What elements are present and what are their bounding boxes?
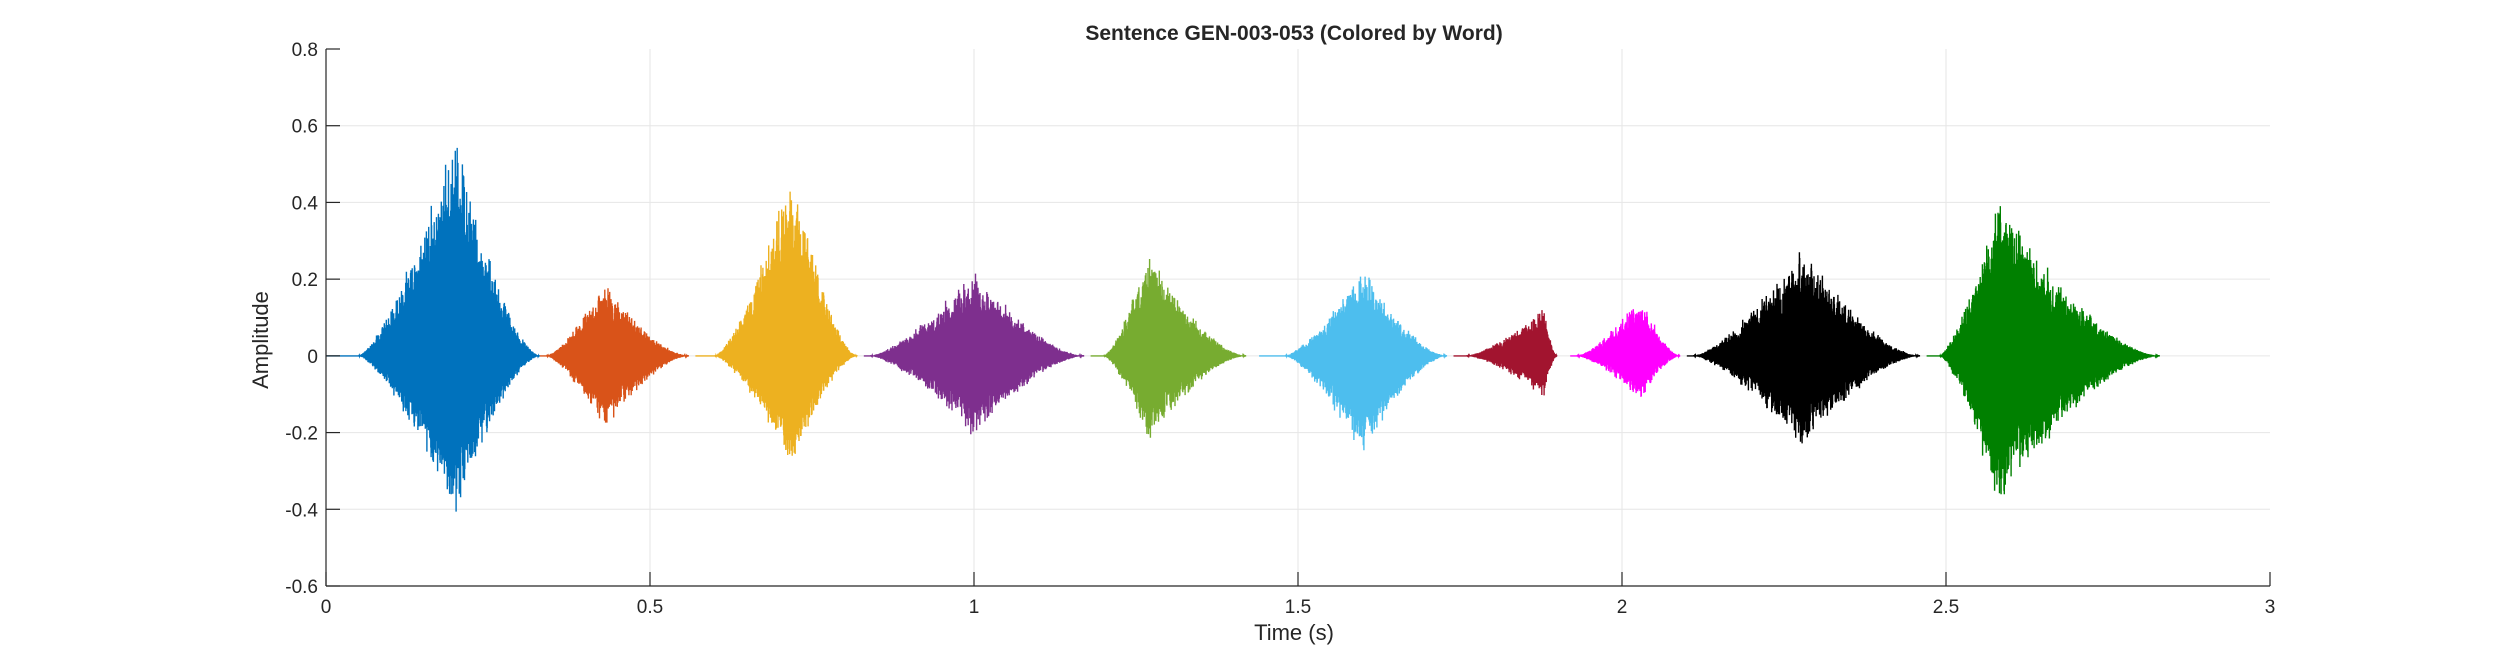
y-axis-label: Amplitude: [248, 291, 273, 389]
word-waveform-6: [1259, 276, 1448, 451]
y-tick-label: 0.2: [292, 270, 318, 291]
x-tick-label: 1: [969, 597, 980, 618]
word-waveform-1: [326, 147, 540, 512]
y-tick-label: -0.2: [285, 424, 318, 445]
y-tick-label: 0.4: [292, 193, 319, 214]
word-waveform-9: [1686, 252, 1921, 444]
x-tick-label: 0.5: [637, 597, 663, 618]
y-tick-label: -0.6: [285, 577, 318, 598]
x-tick-label: 3: [2265, 597, 2276, 618]
word-waveform-4: [863, 273, 1085, 435]
x-tick-label: 2: [1617, 597, 1628, 618]
word-waveform-5: [1090, 258, 1247, 438]
x-axis-label: Time (s): [1254, 620, 1334, 645]
word-waveform-7: [1453, 310, 1558, 396]
plot-area: [326, 147, 2160, 512]
grid: [326, 49, 2270, 586]
axes: [325, 48, 2271, 587]
chart-title: Sentence GEN-003-053 (Colored by Word): [1085, 22, 1502, 45]
word-waveform-10: [1926, 206, 2160, 495]
word-waveform-2: [539, 288, 689, 423]
y-tick-label: 0.6: [292, 117, 318, 138]
y-tick-label: 0.8: [292, 40, 318, 61]
x-tick-label: 1.5: [1285, 597, 1311, 618]
word-waveform-3: [695, 191, 858, 456]
x-tick-label: 2.5: [1933, 597, 1959, 618]
word-waveform-8: [1570, 309, 1681, 397]
x-tick-label: 0: [321, 597, 332, 618]
y-tick-label: 0: [307, 347, 318, 368]
tick-labels: 0 0.5 1 1.5 2 2.5 3 -0.6 -0.4 -0.2 0 0.2 0.4 0.6 0.8: [285, 40, 2275, 618]
y-tick-label: -0.4: [285, 500, 318, 521]
